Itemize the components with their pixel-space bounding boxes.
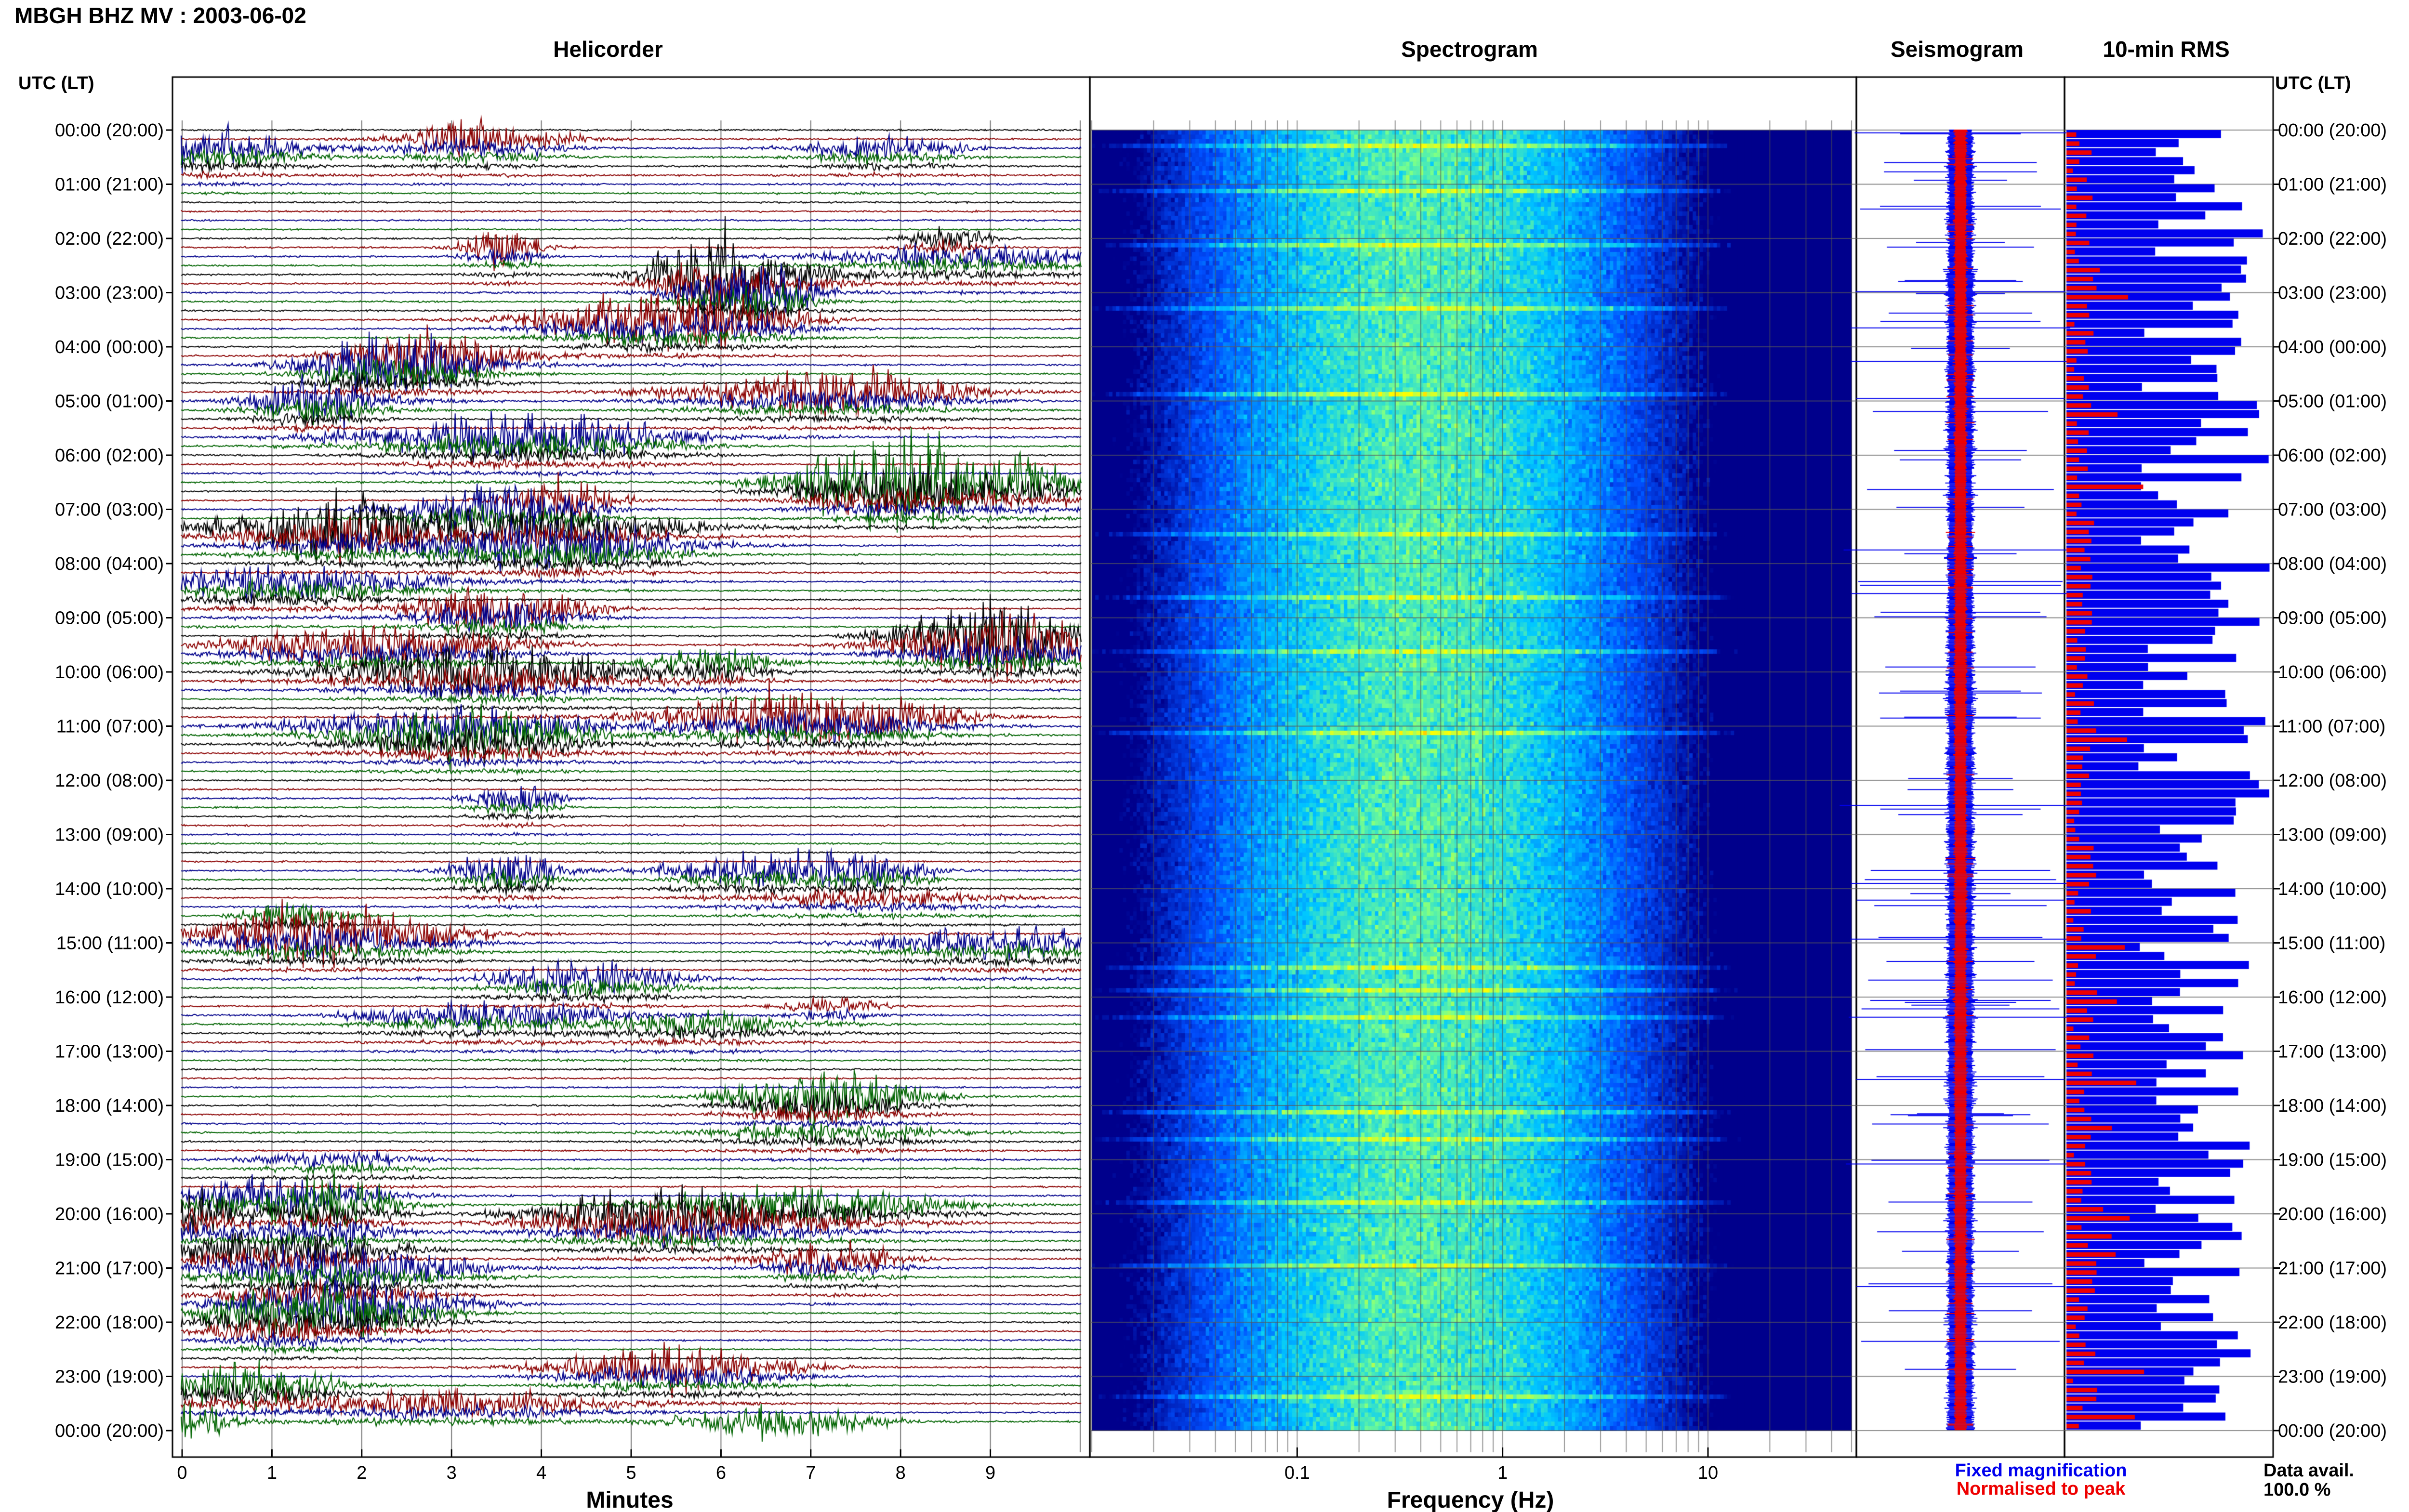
left-tick-label: 00:00 (20:00) — [55, 1421, 164, 1441]
helicorder-x-tick-label: 5 — [626, 1463, 636, 1483]
helicorder-title: Helicorder — [553, 37, 663, 62]
left-tick-label: 01:00 (21:00) — [55, 175, 164, 195]
helicorder-x-tick-label: 2 — [357, 1463, 367, 1483]
left-tick-label: 21:00 (17:00) — [55, 1259, 164, 1279]
left-tick-label: 22:00 (18:00) — [55, 1313, 164, 1333]
left-tick-label: 03:00 (23:00) — [55, 283, 164, 303]
right-tick-label: 22:00 (18:00) — [2278, 1313, 2387, 1333]
right-tick-label: 08:00 (04:00) — [2278, 554, 2387, 574]
left-time-ticks: 00:00 (20:00) 01:00 (21:00) 02:00 (22:00) 0… — [55, 120, 172, 1441]
legend-fixed-magnification: Fixed magnification — [1955, 1460, 2127, 1481]
spectrogram-x-tick-label: 1 — [1497, 1463, 1508, 1483]
left-tick-label: 13:00 (09:00) — [55, 825, 164, 845]
left-tick-label: 15:00 (11:00) — [56, 933, 164, 954]
right-time-ticks: 00:00 (20:00) 01:00 (21:00) 02:00 (22:00) 0… — [2273, 120, 2387, 1441]
left-axis-label: UTC (LT) — [18, 73, 94, 93]
helicorder-x-tick-label: 7 — [806, 1463, 816, 1483]
helicorder-x-tick-label: 4 — [536, 1463, 546, 1483]
left-tick-label: 09:00 (05:00) — [55, 608, 164, 629]
left-tick-label: 05:00 (01:00) — [55, 392, 164, 412]
right-tick-label: 20:00 (16:00) — [2278, 1204, 2387, 1224]
figure-title: MBGH BHZ MV : 2003-06-02 — [14, 3, 306, 28]
left-tick-label: 04:00 (00:00) — [55, 337, 164, 357]
right-tick-label: 21:00 (17:00) — [2278, 1259, 2387, 1279]
right-tick-label: 15:00 (11:00) — [2278, 933, 2385, 954]
helicorder-x-tick-label: 9 — [985, 1463, 995, 1483]
helicorder-x-tick-label: 8 — [896, 1463, 906, 1483]
data-avail-label: Data avail. — [2263, 1460, 2354, 1481]
right-tick-label: 14:00 (10:00) — [2278, 879, 2387, 899]
left-tick-label: 12:00 (08:00) — [55, 771, 164, 791]
right-axis-label: UTC (LT) — [2275, 73, 2351, 93]
right-tick-label: 06:00 (02:00) — [2278, 446, 2387, 466]
right-tick-label: 03:00 (23:00) — [2278, 283, 2387, 303]
spectrogram-x-tick-label: 10 — [1698, 1463, 1718, 1483]
left-tick-label: 06:00 (02:00) — [55, 446, 164, 466]
right-tick-label: 17:00 (13:00) — [2278, 1042, 2387, 1062]
helicorder-x-tick-label: 1 — [267, 1463, 277, 1483]
seismogram-title: Seismogram — [1891, 37, 2024, 62]
spectrogram-x-tick-label: 0.1 — [1284, 1463, 1310, 1483]
right-tick-label: 09:00 (05:00) — [2278, 608, 2387, 629]
rms-title: 10-min RMS — [2103, 37, 2229, 62]
left-tick-label: 08:00 (04:00) — [55, 554, 164, 574]
left-tick-label: 02:00 (22:00) — [55, 229, 164, 249]
left-tick-label: 00:00 (20:00) — [55, 120, 164, 141]
data-avail-value: 100.0 % — [2263, 1480, 2330, 1500]
left-tick-label: 10:00 (06:00) — [55, 662, 164, 683]
right-tick-label: 10:00 (06:00) — [2278, 662, 2387, 683]
spectrogram-x-ticks: 0.1 1 10 — [1284, 1447, 1718, 1483]
right-tick-label: 12:00 (08:00) — [2278, 771, 2387, 791]
right-tick-label: 11:00 (07:00) — [2278, 717, 2385, 737]
right-tick-label: 04:00 (00:00) — [2278, 337, 2387, 357]
spectrogram-xlabel: Frequency (Hz) — [1387, 1487, 1554, 1512]
right-tick-label: 18:00 (14:00) — [2278, 1096, 2387, 1116]
right-tick-label: 13:00 (09:00) — [2278, 825, 2387, 845]
right-tick-label: 00:00 (20:00) — [2278, 120, 2387, 141]
left-tick-label: 17:00 (13:00) — [55, 1042, 164, 1062]
helicorder-xlabel: Minutes — [586, 1487, 673, 1512]
left-tick-label: 23:00 (19:00) — [55, 1367, 164, 1387]
helicorder-x-tick-label: 6 — [716, 1463, 726, 1483]
right-tick-label: 19:00 (15:00) — [2278, 1150, 2387, 1170]
helicorder-x-ticks: 0 1 2 3 4 5 6 7 8 9 — [177, 1449, 995, 1483]
left-tick-label: 07:00 (03:00) — [55, 500, 164, 520]
left-tick-label: 11:00 (07:00) — [56, 717, 164, 737]
right-tick-label: 02:00 (22:00) — [2278, 229, 2387, 249]
helicorder-x-tick-label: 3 — [447, 1463, 457, 1483]
left-tick-label: 16:00 (12:00) — [55, 987, 164, 1008]
helicorder-x-tick-label: 0 — [177, 1463, 187, 1483]
left-tick-label: 19:00 (15:00) — [55, 1150, 164, 1170]
right-tick-label: 07:00 (03:00) — [2278, 500, 2387, 520]
right-tick-label: 05:00 (01:00) — [2278, 392, 2387, 412]
left-tick-label: 14:00 (10:00) — [55, 879, 164, 899]
left-tick-label: 18:00 (14:00) — [55, 1096, 164, 1116]
right-tick-label: 01:00 (21:00) — [2278, 175, 2387, 195]
right-tick-label: 00:00 (20:00) — [2278, 1421, 2387, 1441]
legend-normalised-to-peak: Normalised to peak — [1957, 1479, 2126, 1499]
right-tick-label: 23:00 (19:00) — [2278, 1367, 2387, 1387]
left-tick-label: 20:00 (16:00) — [55, 1204, 164, 1224]
right-tick-label: 16:00 (12:00) — [2278, 987, 2387, 1008]
spectrogram-title: Spectrogram — [1401, 37, 1538, 62]
